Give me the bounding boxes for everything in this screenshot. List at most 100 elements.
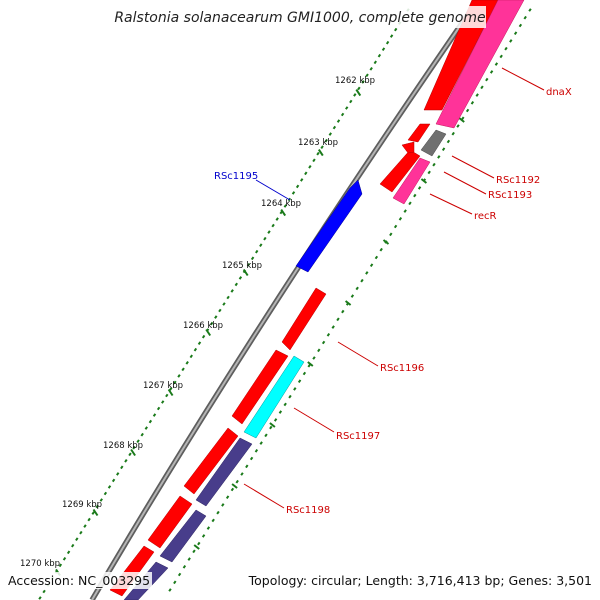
inner-track-tick	[344, 300, 352, 306]
dotted-track-dot	[269, 425, 273, 430]
dotted-track-dot	[192, 549, 196, 554]
dotted-track-dot	[254, 448, 259, 453]
dotted-track-dot	[267, 230, 271, 234]
feature-cds-RSc1196[interactable]	[281, 287, 327, 351]
gene-label-RSc1193[interactable]: RSc1193	[488, 190, 532, 201]
dotted-track-dot	[355, 286, 359, 291]
gene-label-RSc1196[interactable]: RSc1196	[380, 363, 424, 374]
gene-label-recR[interactable]: recR	[474, 211, 497, 222]
accession-label: Accession: NC_003295	[6, 572, 153, 589]
dotted-track-dot	[369, 66, 373, 71]
dotted-track-dot	[185, 360, 189, 365]
dotted-track-dot	[353, 93, 357, 97]
feature-cyan-RSc1197[interactable]	[243, 355, 305, 439]
dotted-track-dot	[317, 348, 321, 353]
dotted-track-dot	[489, 70, 494, 74]
gene-label-RSc1198[interactable]: RSc1198	[286, 505, 330, 516]
feature-purple-RSc1198[interactable]	[195, 437, 253, 507]
dotted-track-dot	[189, 354, 193, 359]
feature-rna-RSc1192[interactable]	[420, 129, 447, 157]
dotted-track-dot	[197, 341, 202, 346]
dotted-track-dot	[456, 124, 460, 128]
dotted-track-dot	[349, 99, 353, 104]
dotted-track-dot	[250, 256, 255, 261]
dotted-track-dot	[365, 73, 369, 78]
feature-cds-RSc1192[interactable]	[407, 123, 431, 143]
ruler-tick-1265	[242, 268, 249, 277]
ruler-labels: 1262 kbp 1263 kbp 1264 kbp 1265 kbp 1266…	[20, 76, 375, 569]
dotted-track-dot	[328, 132, 332, 136]
dotted-track-dot	[148, 419, 153, 424]
dotted-track-dot	[210, 321, 214, 326]
label-leader-lines	[243, 67, 545, 509]
dotted-track-dot	[95, 504, 99, 509]
feature-cds-RSc1197[interactable]	[231, 349, 289, 425]
dotted-track-dot	[249, 456, 254, 461]
dotted-track-dot	[437, 155, 441, 159]
dotted-track-dot	[230, 487, 235, 492]
feature-RSc1195[interactable]	[295, 179, 363, 273]
dotted-track-dot	[107, 485, 112, 489]
dotted-track-dot	[58, 563, 63, 568]
dotted-track-dot	[523, 15, 527, 20]
dotted-track-dot	[111, 478, 116, 483]
gene-label-RSc1195[interactable]: RSc1195	[214, 171, 258, 182]
ruler-label-1265: 1265 kbp	[222, 261, 262, 271]
inner-track-tick	[458, 117, 465, 123]
dotted-track-dot	[297, 379, 302, 384]
dotted-track-dot	[295, 184, 300, 189]
dotted-track-dot	[66, 550, 71, 555]
dotted-track-dot	[485, 77, 489, 82]
ruler-label-1270: 1270 kbp	[20, 559, 60, 569]
dotted-track-dot	[264, 433, 268, 438]
inner-track-tick	[269, 422, 276, 428]
dotted-track-dot	[263, 236, 267, 241]
dotted-track-dot	[201, 534, 206, 538]
ruler-tick-1269	[92, 508, 99, 517]
dotted-track-dot	[357, 86, 361, 91]
gene-label-RSc1192[interactable]: RSc1192	[496, 175, 540, 186]
dotted-track-dot	[365, 271, 369, 275]
feature-gene-dnaX[interactable]	[435, 0, 525, 129]
dotted-track-dot	[99, 498, 103, 502]
dotted-track-dot	[393, 224, 398, 229]
feature-cds-RSc1198[interactable]	[183, 427, 239, 495]
gene-label-dnaX[interactable]: dnaX	[546, 87, 572, 98]
dotted-track-dot	[360, 278, 364, 283]
dotted-track-dot	[273, 418, 278, 422]
dotted-track-dot	[259, 243, 263, 248]
dotted-track-dot	[128, 452, 132, 457]
dotted-track-dot	[240, 472, 244, 476]
ruler-label-1262: 1262 kbp	[335, 76, 375, 86]
gene-label-RSc1197[interactable]: RSc1197	[336, 431, 380, 442]
feature-purple-lower-1[interactable]	[159, 509, 207, 563]
dotted-track-dot	[332, 125, 337, 130]
dotted-tick-tracks	[38, 8, 532, 600]
dotted-track-dot	[38, 596, 42, 600]
dotted-track-dot	[398, 216, 403, 221]
dotted-track-dot	[206, 526, 211, 530]
inner-track-tick	[193, 544, 200, 550]
dotted-track-dot	[234, 282, 238, 287]
feature-cds-RSc1193-b[interactable]	[401, 141, 415, 154]
genome-backbone	[89, 0, 481, 600]
dotted-track-dot	[181, 367, 185, 372]
dotted-track-dot	[403, 209, 407, 213]
dotted-track-dot	[62, 556, 67, 561]
dotted-track-dot	[312, 356, 316, 360]
dotted-track-dot	[475, 93, 479, 97]
feature-cds-RSc1193[interactable]	[379, 149, 421, 193]
dotted-track-dot	[513, 31, 518, 36]
dotted-track-dot	[103, 491, 108, 496]
feature-cds-lower-1[interactable]	[147, 495, 193, 549]
dotted-track-dot	[211, 518, 215, 523]
dotted-track-dot	[331, 325, 335, 329]
dotted-track-dot	[381, 47, 386, 52]
feature-gene-recR[interactable]	[392, 157, 431, 205]
ruler-label-1264: 1264 kbp	[261, 199, 301, 209]
dotted-track-dot	[385, 40, 390, 45]
dotted-track-dot	[417, 186, 422, 190]
dotted-track-dot	[255, 249, 259, 254]
dotted-track-dot	[71, 543, 75, 548]
